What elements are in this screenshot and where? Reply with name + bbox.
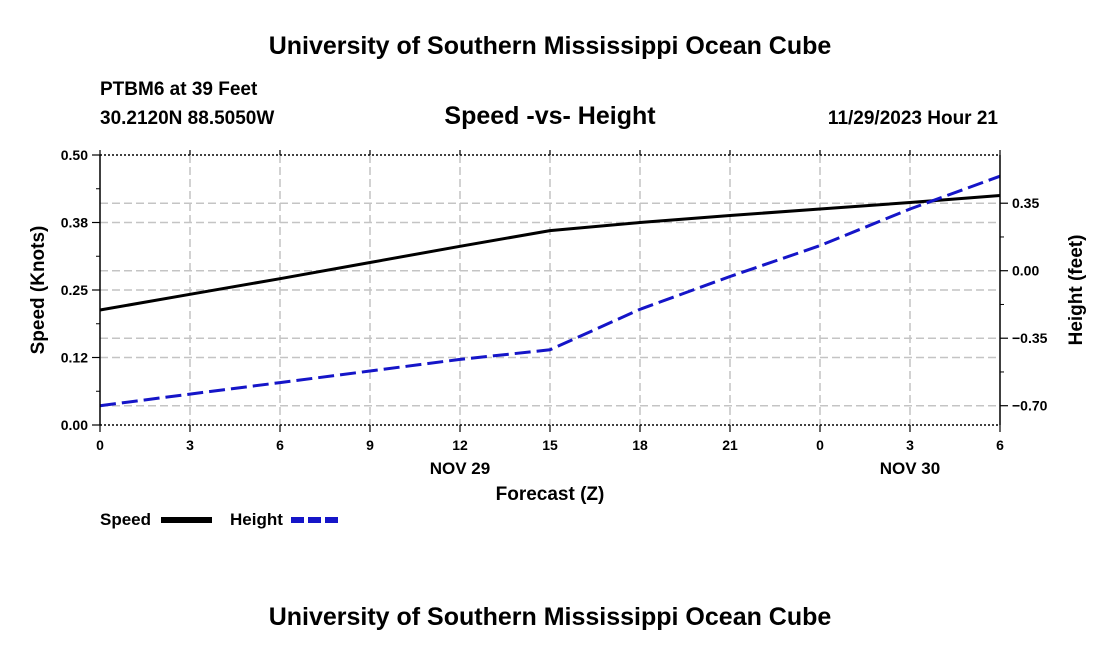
legend-height-label: Height bbox=[230, 510, 283, 529]
speed-series-line bbox=[99, 194, 1001, 312]
y-tick-label: 0.00 bbox=[61, 417, 88, 433]
grid-lines bbox=[100, 155, 1000, 425]
y2-tick-label: −0.70 bbox=[1012, 398, 1048, 414]
y-tick-label: 0.38 bbox=[61, 215, 88, 231]
date-label: NOV 30 bbox=[880, 459, 940, 478]
y2-axis-title: Height (feet) bbox=[1066, 235, 1087, 346]
y-tick-label: 0.50 bbox=[61, 147, 88, 163]
x-tick-label: 3 bbox=[186, 437, 194, 453]
y2-tick-label: 0.00 bbox=[1012, 263, 1039, 279]
x-tick-label: 0 bbox=[96, 437, 104, 453]
y-axis-title: Speed (Knots) bbox=[28, 226, 49, 355]
y2-tick-label: −0.35 bbox=[1012, 330, 1048, 346]
station-label: PTBM6 at 39 Feet bbox=[100, 79, 258, 100]
height-series-line bbox=[99, 174, 1001, 408]
x-tick-label: 3 bbox=[906, 437, 914, 453]
main-title: University of Southern Mississippi Ocean… bbox=[269, 32, 832, 60]
x-tick-label: 12 bbox=[452, 437, 468, 453]
legend: Speed Height bbox=[100, 510, 342, 529]
y2-tick-label: 0.35 bbox=[1012, 195, 1039, 211]
x-tick-label: 21 bbox=[722, 437, 738, 453]
x-tick-label: 15 bbox=[542, 437, 558, 453]
axis-ticks: 0 3 6 9 12 15 18 21 0 3 6 NOV 29 NOV 30 0.00 0.12 0.25 0… bbox=[61, 147, 1048, 478]
x-tick-label: 6 bbox=[996, 437, 1004, 453]
series-lines bbox=[99, 174, 1001, 408]
x-axis-title: Forecast (Z) bbox=[496, 484, 605, 505]
chart-subtitle: Speed -vs- Height bbox=[444, 102, 656, 130]
forecast-datetime: 11/29/2023 Hour 21 bbox=[828, 108, 998, 129]
x-tick-label: 9 bbox=[366, 437, 374, 453]
y-tick-label: 0.25 bbox=[61, 282, 88, 298]
date-label: NOV 29 bbox=[430, 459, 490, 478]
y-tick-label: 0.12 bbox=[61, 350, 88, 366]
legend-speed-label: Speed bbox=[100, 510, 151, 529]
x-tick-label: 6 bbox=[276, 437, 284, 453]
x-tick-label: 18 bbox=[632, 437, 648, 453]
x-tick-label: 0 bbox=[816, 437, 824, 453]
footer-title: University of Southern Mississippi Ocean… bbox=[269, 603, 832, 631]
coordinates-label: 30.2120N 88.5050W bbox=[100, 108, 274, 129]
